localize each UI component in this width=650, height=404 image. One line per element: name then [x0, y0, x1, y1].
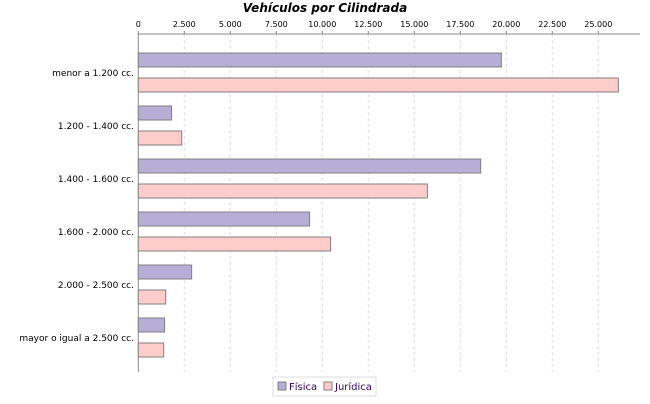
bar-fisica	[137, 105, 173, 121]
bar-juridica	[137, 183, 428, 199]
category-label: 2.000 - 2.500 cc.	[58, 281, 134, 291]
legend-swatch	[277, 381, 287, 391]
bar-juridica	[137, 236, 332, 252]
bar-fisica	[137, 317, 166, 333]
category-axis: menor a 1.200 cc. 1.200 - 1.400 cc. 1.400 …	[19, 69, 134, 344]
value-axis: 0 2.500 5.000 7.500 10.000 12.500 15.000 17.500…	[136, 20, 640, 372]
tick-label: 12.500	[354, 20, 382, 29]
bars	[137, 52, 619, 358]
bar-juridica	[137, 77, 619, 93]
category-label: menor a 1.200 cc.	[52, 69, 134, 79]
tick-label: 2.500	[173, 20, 196, 29]
tick-label: 10.000	[308, 20, 336, 29]
tick-label: 7.500	[265, 20, 288, 29]
tick-label: 0	[136, 20, 141, 29]
tick-label: 20.000	[492, 20, 520, 29]
category-label: 1.600 - 2.000 cc.	[58, 228, 134, 238]
tick-label: 15.000	[400, 20, 428, 29]
tick-label: 22.500	[538, 20, 566, 29]
tick-label: 25.000	[584, 20, 612, 29]
bar-fisica	[137, 264, 193, 280]
legend-label: Jurídica	[334, 381, 372, 393]
tick-label: 17.500	[446, 20, 474, 29]
category-label: 1.400 - 1.600 cc.	[58, 175, 134, 185]
category-label: mayor o igual a 2.500 cc.	[19, 334, 134, 344]
bar-fisica	[137, 158, 482, 174]
legend-label: Física	[289, 381, 317, 393]
category-label: 1.200 - 1.400 cc.	[58, 122, 134, 132]
legend-swatch	[323, 381, 333, 391]
bar-fisica	[137, 211, 311, 227]
chart-title: Vehículos por Cilindrada	[243, 1, 407, 15]
tick-label: 5.000	[219, 20, 242, 29]
bar-juridica	[137, 289, 167, 305]
bar-juridica	[137, 130, 183, 146]
bar-fisica	[137, 52, 502, 68]
legend: Física Jurídica	[272, 376, 377, 397]
bar-juridica	[137, 342, 165, 358]
